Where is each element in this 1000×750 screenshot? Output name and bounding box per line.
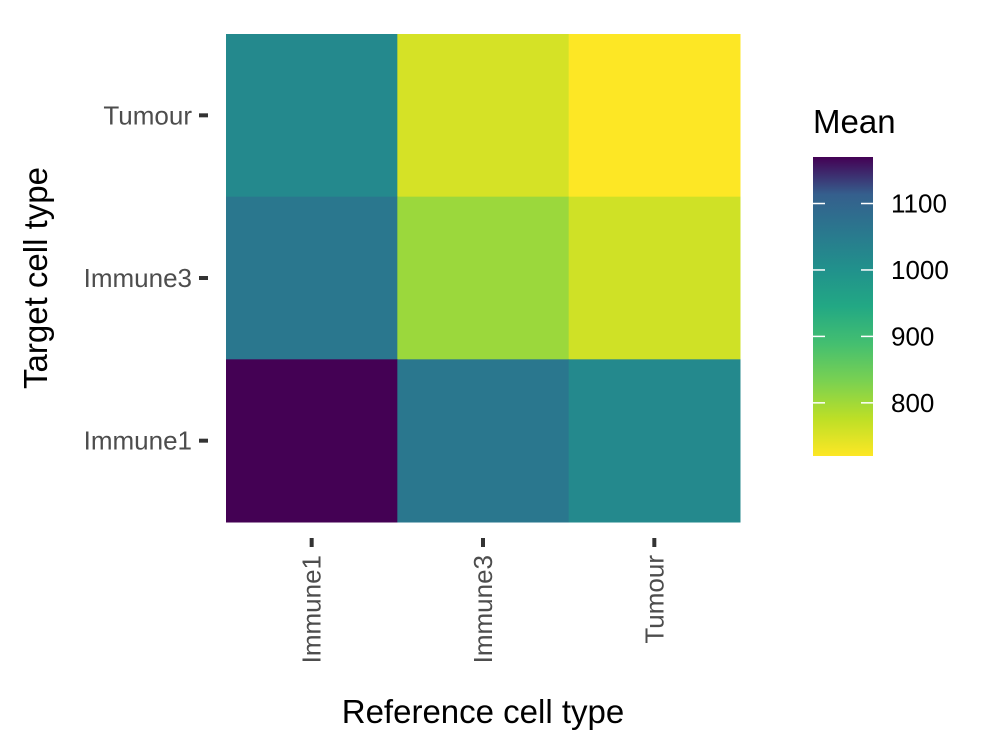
heatmap-cell-immune1-immune3 (226, 196, 398, 360)
heatmap-cell-tumour-tumour (568, 34, 741, 198)
legend: Mean 1100 1000 900 800 (813, 103, 949, 456)
heatmap-cell-immune1-immune1 (226, 359, 398, 523)
heatmap-cell-immune3-tumour (397, 34, 570, 198)
legend-break-label: 900 (891, 321, 934, 351)
axis-ticks: Immune1 Immune3 Tumour Immune1 Immune3 Tumour (84, 100, 670, 663)
heatmap-cells (226, 34, 741, 523)
x-axis-title: Reference cell type (342, 693, 624, 730)
legend-colorbar (813, 157, 873, 456)
heatmap-cell-immune1-tumour (226, 34, 398, 198)
y-tick-label-immune1: Immune1 (84, 426, 192, 456)
legend-break-label: 800 (891, 388, 934, 418)
x-tick-label-tumour: Tumour (639, 555, 669, 644)
heatmap-cell-tumour-immune3 (568, 196, 741, 360)
y-tick-label-tumour: Tumour (103, 100, 192, 130)
heatmap-cell-immune3-immune1 (397, 359, 570, 523)
heatmap-cell-immune3-immune3 (397, 196, 570, 360)
heatmap-cell-tumour-immune1 (568, 359, 741, 523)
y-axis-title: Target cell type (17, 167, 54, 389)
legend-break-label: 1000 (891, 255, 949, 285)
x-tick-label-immune1: Immune1 (297, 555, 327, 663)
x-tick-label-immune3: Immune3 (468, 555, 498, 663)
legend-break-label: 1100 (891, 189, 947, 219)
legend-title: Mean (813, 103, 896, 140)
y-tick-label-immune3: Immune3 (84, 263, 192, 293)
